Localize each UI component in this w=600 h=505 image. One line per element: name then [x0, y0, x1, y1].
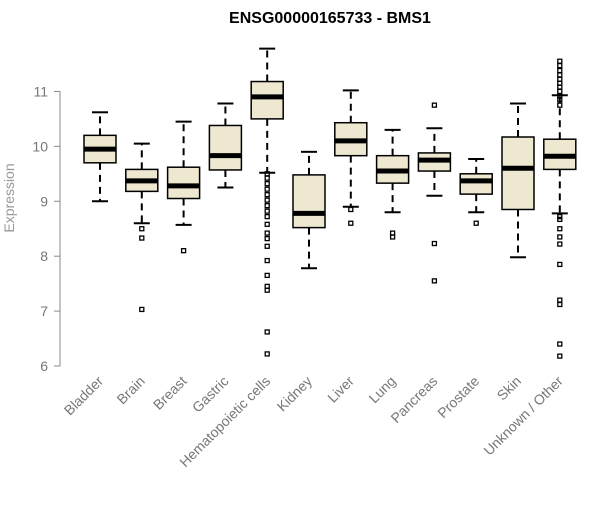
outlier-point	[557, 67, 563, 74]
box-group	[543, 58, 577, 359]
iqr-box	[166, 166, 201, 200]
iqr-box	[501, 136, 535, 211]
outlier-point	[348, 206, 354, 213]
outlier-point	[264, 235, 270, 242]
box-group	[83, 111, 117, 203]
outlier-point	[431, 102, 438, 108]
iqr-box	[459, 173, 493, 195]
outlier-point	[557, 261, 563, 268]
outlier-point	[557, 297, 563, 303]
outlier-point	[557, 353, 563, 359]
outlier-point	[264, 175, 270, 181]
box-group	[501, 102, 535, 259]
outlier-point	[557, 234, 563, 240]
x-tick-label: Brain	[113, 373, 147, 407]
outlier-point	[264, 243, 270, 249]
outlier-point	[264, 197, 270, 203]
box-group	[250, 47, 284, 357]
outlier-point	[431, 240, 438, 247]
box-group	[417, 102, 452, 284]
box-group	[375, 128, 410, 240]
iqr-box	[250, 80, 284, 120]
y-tick-label: 11	[33, 83, 48, 99]
y-tick-label: 6	[40, 358, 48, 374]
y-axis: 6 7 8 9 10 11	[32, 83, 61, 374]
outlier-point	[264, 171, 270, 177]
outlier-point	[180, 248, 187, 254]
outlier-point	[264, 202, 270, 209]
outlier-point	[264, 221, 270, 227]
y-tick-label: 7	[40, 303, 48, 319]
outlier-point	[557, 226, 563, 232]
x-tick-label: Unknown / Other	[480, 373, 566, 459]
outlier-point	[264, 329, 270, 335]
outlier-point	[557, 72, 563, 78]
y-tick-label: 8	[40, 248, 48, 264]
x-tick-label: Prostate	[434, 373, 482, 421]
outlier-point	[557, 216, 563, 223]
outlier-point	[557, 241, 563, 247]
box-group	[459, 157, 493, 226]
x-tick-label: Kidney	[274, 373, 316, 415]
outlier-point	[389, 234, 396, 240]
outlier-point	[473, 220, 479, 226]
outlier-point	[557, 301, 563, 308]
iqr-box	[292, 174, 326, 229]
outlier-point	[264, 230, 270, 236]
y-tick-label: 9	[40, 193, 48, 209]
outlier-point	[139, 226, 145, 232]
outlier-point	[139, 235, 145, 241]
box-series	[83, 47, 577, 359]
outlier-point	[264, 213, 270, 220]
x-tick-label: Breast	[150, 373, 190, 413]
outlier-point	[264, 181, 270, 187]
outlier-point	[557, 84, 563, 90]
box-group	[334, 89, 368, 226]
outlier-point	[348, 220, 354, 226]
outlier-point	[557, 341, 563, 347]
outlier-point	[264, 272, 270, 279]
outlier-point	[264, 192, 270, 198]
outlier-point	[264, 186, 270, 192]
x-tick-label: Liver	[324, 373, 357, 406]
box-group	[292, 150, 326, 270]
box-group	[125, 142, 159, 313]
outlier-point	[139, 306, 145, 313]
outlier-point	[264, 257, 270, 264]
iqr-box	[208, 124, 243, 171]
outlier-point	[557, 97, 563, 103]
chart-title: ENSG00000165733 - BMS1	[229, 10, 431, 27]
outlier-point	[264, 351, 270, 357]
outlier-point	[557, 62, 563, 69]
x-tick-label: Lung	[365, 373, 398, 406]
y-tick-label: 10	[32, 138, 48, 154]
y-axis-label: Expression	[1, 163, 17, 232]
x-tick-label: Bladder	[61, 373, 107, 419]
x-tick-label: Skin	[494, 373, 525, 404]
outlier-point	[557, 58, 563, 64]
outlier-point	[431, 278, 438, 284]
box-group	[208, 102, 243, 189]
outlier-point	[557, 88, 563, 95]
outlier-point	[557, 102, 563, 108]
outlier-point	[264, 208, 270, 214]
box-group	[166, 120, 201, 254]
outlier-point	[264, 287, 270, 293]
outlier-point	[557, 213, 563, 220]
